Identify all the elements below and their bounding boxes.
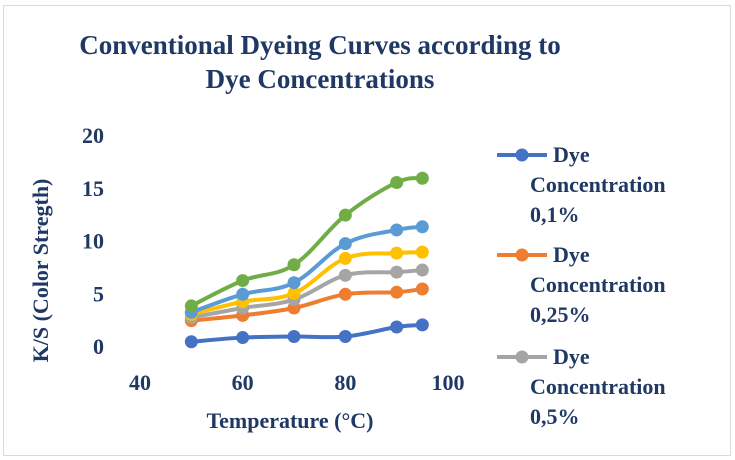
data-point [416,172,429,185]
y-axis-title: K/S (Color Stregth) [28,179,53,363]
x-tick-label: 100 [432,370,465,395]
data-point [236,331,249,344]
legend-marker [516,249,529,262]
data-point [390,266,403,279]
y-tick-label: 0 [93,334,104,359]
data-point [339,252,352,265]
data-point [236,288,249,301]
x-tick-label: 60 [232,370,254,395]
data-point [416,220,429,233]
y-tick-label: 10 [82,229,104,254]
data-point [185,335,198,348]
x-tick-label: 80 [334,370,356,395]
data-point [236,274,249,287]
data-points [185,172,429,349]
data-point [390,247,403,260]
legend: Dye Concentration 0,1% Dye Concentration 0,25… [497,142,666,429]
legend-label: Dye Concentration 0,25% [530,242,666,327]
data-point [288,330,301,343]
y-tick-label: 15 [82,176,104,201]
legend-marker [516,149,529,162]
data-point [416,283,429,296]
y-tick-label: 20 [82,123,104,148]
legend-marker [516,351,529,364]
x-tick-label: 40 [129,370,151,395]
series-lines [191,178,422,342]
series-line-5 [191,227,422,312]
data-point [416,246,429,259]
data-point [390,286,403,299]
y-axis-title-group: K/S (Color Stregth) [28,179,53,363]
data-point [339,330,352,343]
series-line-1 [191,325,422,342]
x-axis-title: Temperature (°C) [206,408,373,433]
data-point [390,321,403,334]
data-point [288,276,301,289]
data-point [416,264,429,277]
data-point [339,288,352,301]
legend-label: Dye Concentration 0,5% [530,344,666,429]
data-point [288,258,301,271]
data-point [339,237,352,250]
tick-labels: 0 5 10 15 20 40 60 80 100 [82,123,465,395]
data-point [339,269,352,282]
data-point [416,318,429,331]
data-point [390,176,403,189]
legend-label: Dye Concentration 0,1% [530,142,666,227]
data-point [185,299,198,312]
y-tick-label: 5 [93,281,104,306]
data-point [339,209,352,222]
data-point [390,223,403,236]
